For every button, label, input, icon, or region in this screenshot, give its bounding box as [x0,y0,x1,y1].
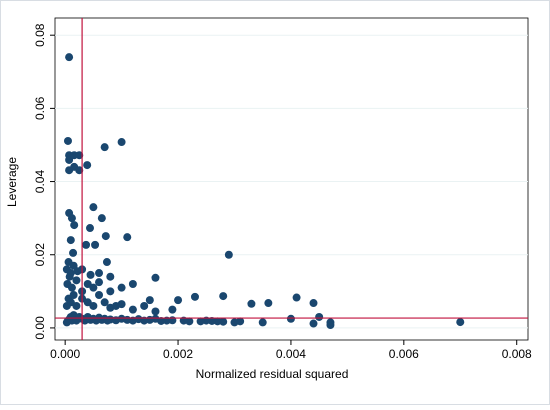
point [117,300,126,309]
point [95,278,104,287]
point [258,318,267,327]
point [82,240,91,249]
point [151,273,160,282]
point [66,236,75,245]
x-axis-label: Normalized residual squared [196,367,349,381]
point [326,320,335,329]
point [89,301,98,310]
point [100,298,109,307]
point [65,155,74,164]
point [145,296,154,305]
point [309,299,318,308]
point [456,318,465,327]
point [292,293,301,302]
point [75,151,84,160]
x-tick-label: 0.004 [276,347,306,361]
point [117,138,126,147]
point [63,136,72,145]
point [100,143,109,152]
point [66,269,75,278]
point [89,283,98,292]
point [69,248,78,257]
point [83,161,92,170]
x-tick-label: 0.000 [50,347,80,361]
point [83,298,92,307]
point [72,276,81,285]
point [151,307,160,316]
point [315,312,324,321]
point [264,299,273,308]
point [75,166,84,175]
x-tick-label: 0.008 [502,347,532,361]
point [117,283,126,292]
point [168,316,177,325]
point [128,305,137,314]
point [174,296,183,305]
y-tick-label: 0.00 [33,316,47,340]
point [145,315,154,324]
point [128,280,137,289]
point [168,305,177,314]
point [70,221,79,230]
point [247,299,256,308]
point [140,301,149,310]
point [95,269,104,278]
y-tick-label: 0.06 [33,96,47,120]
point [67,214,76,223]
point [95,290,104,299]
point [85,224,94,233]
plot-frame [54,17,529,341]
x-tick-label: 0.006 [389,347,419,361]
y-tick-label: 0.04 [33,170,47,194]
point [106,287,115,296]
y-axis-label: Leverage [5,157,19,207]
x-tick-label: 0.002 [163,347,193,361]
point [65,53,74,62]
point [219,292,228,301]
point [123,233,132,242]
point [83,280,92,289]
point [286,314,295,323]
y-tick-label: 0.08 [33,23,47,47]
point [67,283,76,292]
point [224,250,233,259]
point [157,316,166,325]
point [97,214,106,223]
point [66,298,75,307]
point [69,290,78,299]
point [190,292,199,301]
point [101,232,110,241]
point [309,319,318,328]
point [219,317,228,326]
point [106,272,115,281]
point [72,301,81,310]
point [86,270,95,279]
point [102,258,111,267]
point [196,317,205,326]
y-tick-label: 0.02 [33,243,47,267]
point [91,240,100,249]
point [236,317,245,326]
point [89,203,98,212]
point [207,316,216,325]
